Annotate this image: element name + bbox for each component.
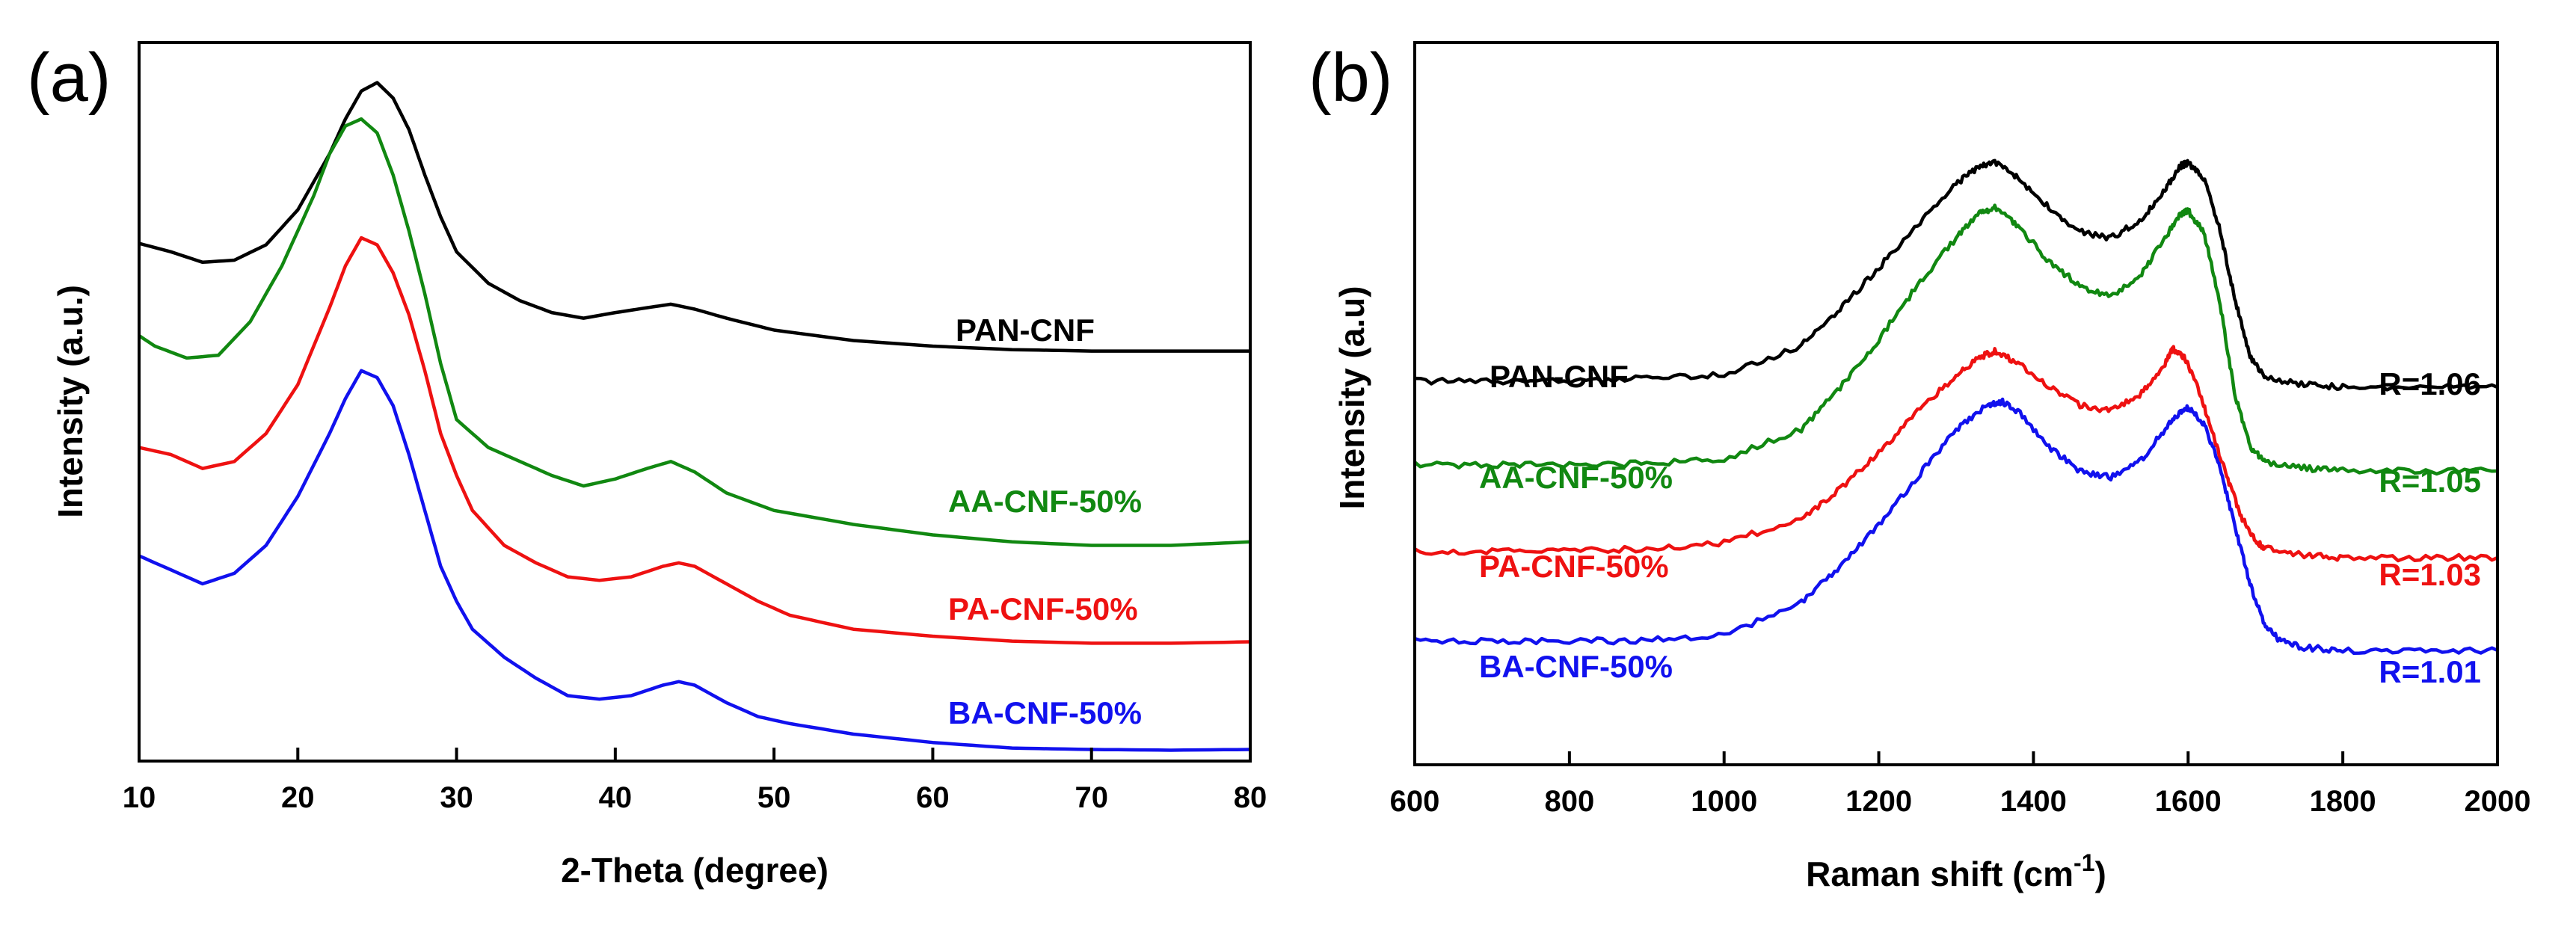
x-tick-label: 1800 <box>2310 785 2376 818</box>
series-label-aa-cnf-50: AA-CNF-50% <box>1479 460 1673 495</box>
curve-aa-cnf-50-raman <box>1413 203 2498 476</box>
curve-pa-cnf-50-xrd <box>138 235 1251 645</box>
panel-a-x-ticks <box>138 748 1252 761</box>
panel-b-x-axis-title-suffix: ) <box>2094 855 2106 893</box>
panel-b: (b) 600 800 1000 1200 1400 1600 1800 2 <box>1309 40 2530 893</box>
panel-b-x-axis-title-superscript: -1 <box>2074 849 2094 876</box>
panel-b-letter: (b) <box>1309 40 1392 116</box>
panel-a-letter: (a) <box>27 40 111 116</box>
panel-b-series-labels: PAN-CNF AA-CNF-50% PA-CNF-50% BA-CNF-50% <box>1479 359 1673 684</box>
panel-b-x-tick-labels: 600 800 1000 1200 1400 1600 1800 2000 <box>1390 785 2531 818</box>
panel-a-plot-frame <box>138 41 1252 763</box>
panel-a-curves <box>138 81 1251 752</box>
panel-a: (a) 10 20 30 40 50 60 70 80 2 <box>27 40 1267 890</box>
panel-a-x-tick-labels: 10 20 30 40 50 60 70 80 <box>123 781 1267 814</box>
x-tick-label: 600 <box>1390 785 1440 818</box>
panel-b-curves <box>1413 158 2498 656</box>
panel-b-x-axis-title: Raman shift (cm-1) <box>1806 849 2106 893</box>
series-label-pan-cnf: PAN-CNF <box>1490 359 1629 394</box>
curve-pan-cnf-xrd <box>138 81 1250 353</box>
x-tick-label: 40 <box>599 781 633 814</box>
curve-ba-cnf-50-raman <box>1414 397 2498 656</box>
x-tick-label: 1400 <box>2000 785 2067 818</box>
ratio-label-pan-cnf: R=1.06 <box>2379 366 2481 401</box>
panel-b-x-axis-title-main: Raman shift (cm <box>1806 855 2074 893</box>
series-label-aa-cnf-50: AA-CNF-50% <box>948 484 1142 519</box>
panel-a-x-axis-title: 2-Theta (degree) <box>561 851 829 890</box>
x-tick-label: 2000 <box>2465 785 2531 818</box>
series-label-pa-cnf-50: PA-CNF-50% <box>1479 549 1669 584</box>
x-tick-label: 20 <box>281 781 315 814</box>
x-tick-label: 80 <box>1234 781 1267 814</box>
ratio-label-ba-cnf-50: R=1.01 <box>2379 654 2481 689</box>
x-tick-label: 70 <box>1075 781 1108 814</box>
x-tick-label: 1200 <box>1845 785 1912 818</box>
x-tick-label: 60 <box>916 781 950 814</box>
x-tick-label: 10 <box>123 781 156 814</box>
panel-b-x-ticks <box>1413 751 2499 765</box>
panel-a-series-labels: PAN-CNF AA-CNF-50% PA-CNF-50% BA-CNF-50% <box>948 312 1142 730</box>
curve-aa-cnf-50-xrd <box>138 117 1251 547</box>
x-tick-label: 800 <box>1544 785 1594 818</box>
panel-b-y-axis-title: Intensity (a.u) <box>1332 286 1371 509</box>
x-tick-label: 30 <box>440 781 473 814</box>
x-tick-label: 1600 <box>2155 785 2222 818</box>
series-label-ba-cnf-50: BA-CNF-50% <box>1479 649 1673 684</box>
series-label-ba-cnf-50: BA-CNF-50% <box>948 695 1142 730</box>
ratio-label-aa-cnf-50: R=1.05 <box>2379 464 2481 499</box>
ratio-label-pa-cnf-50: R=1.03 <box>2379 557 2481 592</box>
panel-b-plot-frame <box>1413 41 2499 766</box>
series-label-pa-cnf-50: PA-CNF-50% <box>948 591 1138 626</box>
series-label-pan-cnf: PAN-CNF <box>956 312 1095 348</box>
panel-a-y-axis-title: Intensity (a.u.) <box>51 285 90 518</box>
x-tick-label: 1000 <box>1691 785 1757 818</box>
panel-b-ratio-labels: R=1.06 R=1.05 R=1.03 R=1.01 <box>2379 366 2481 689</box>
curve-ba-cnf-50-xrd <box>138 369 1251 752</box>
curve-pan-cnf-raman <box>1414 158 2498 392</box>
curve-pa-cnf-50-raman <box>1413 345 2498 563</box>
x-tick-label: 50 <box>757 781 791 814</box>
